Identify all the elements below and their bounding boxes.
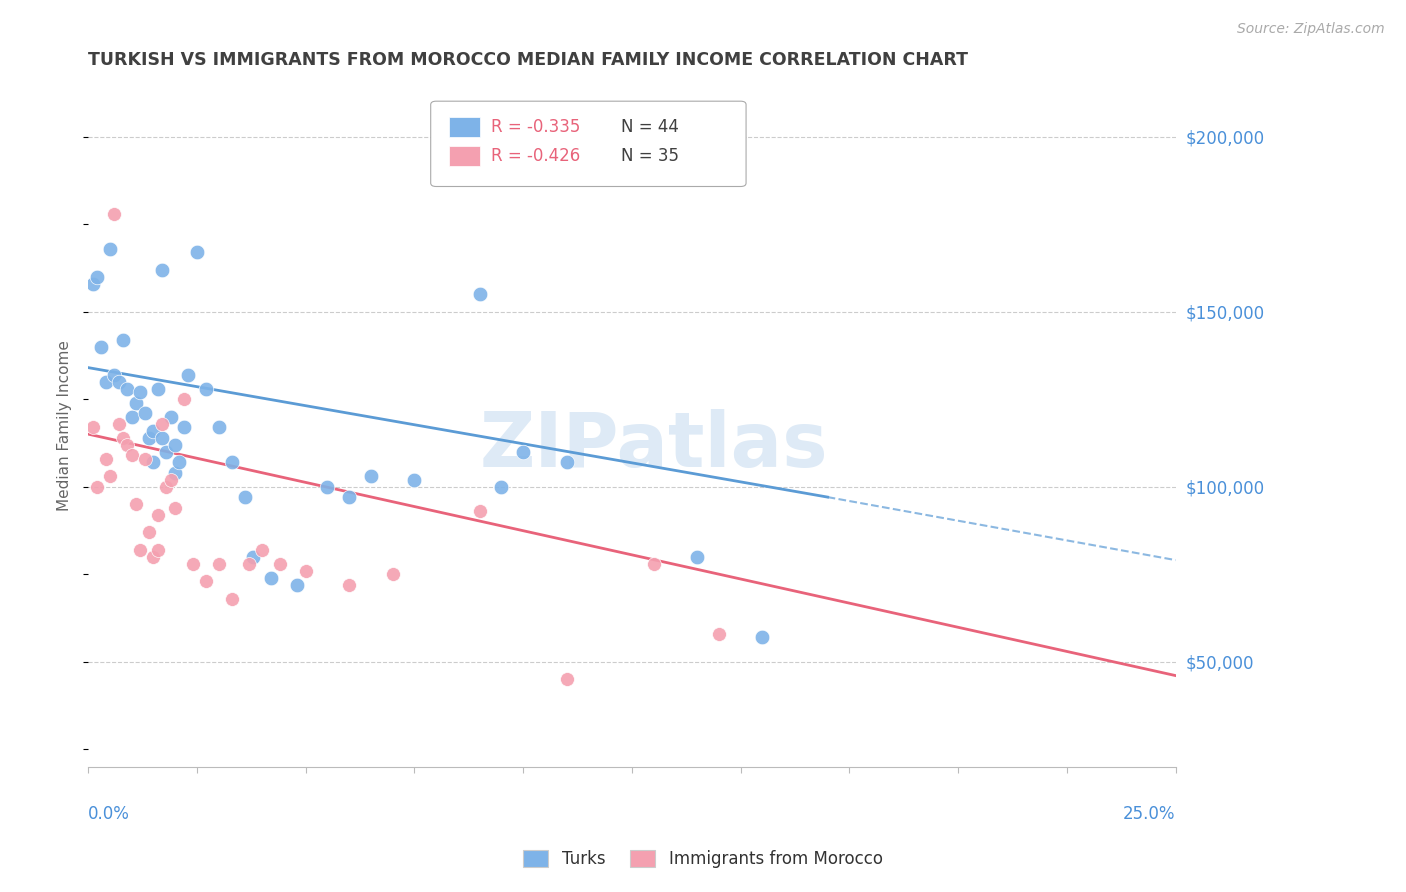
Point <box>129 385 152 400</box>
Point <box>117 437 139 451</box>
Point <box>98 469 121 483</box>
Text: ZIPatlas: ZIPatlas <box>479 409 828 483</box>
Point <box>117 382 139 396</box>
Point <box>94 375 117 389</box>
Point <box>134 406 156 420</box>
Point <box>194 574 217 588</box>
Point <box>129 542 152 557</box>
Point <box>242 549 264 564</box>
Point <box>111 431 134 445</box>
Point <box>404 473 426 487</box>
Point <box>512 444 534 458</box>
Point <box>165 437 187 451</box>
Point <box>316 480 339 494</box>
Point <box>146 382 169 396</box>
Point <box>86 269 108 284</box>
Point <box>208 420 231 434</box>
Point <box>103 368 125 382</box>
Point <box>221 455 243 469</box>
Point <box>82 277 104 291</box>
Point <box>181 557 204 571</box>
Point <box>468 287 491 301</box>
Point <box>751 630 773 644</box>
Point <box>194 382 217 396</box>
Text: N = 44: N = 44 <box>621 118 679 136</box>
Point <box>125 497 148 511</box>
Text: Source: ZipAtlas.com: Source: ZipAtlas.com <box>1237 22 1385 37</box>
Point <box>260 571 283 585</box>
Point <box>360 469 382 483</box>
Point <box>142 424 165 438</box>
Point <box>103 206 125 220</box>
Point <box>82 420 104 434</box>
Point <box>98 242 121 256</box>
Point <box>111 333 134 347</box>
Point <box>643 557 665 571</box>
Point <box>107 375 129 389</box>
Point <box>142 455 165 469</box>
Point <box>90 340 112 354</box>
Point <box>491 480 513 494</box>
Text: R = -0.335: R = -0.335 <box>491 118 579 136</box>
Point <box>121 448 143 462</box>
Point <box>138 525 160 540</box>
Point <box>208 557 231 571</box>
Point <box>94 451 117 466</box>
Point <box>86 480 108 494</box>
Point <box>250 542 273 557</box>
Point <box>150 431 173 445</box>
Point <box>134 451 156 466</box>
Point <box>125 395 148 409</box>
Point <box>221 591 243 606</box>
Point <box>121 409 143 424</box>
Point <box>165 466 187 480</box>
Point <box>233 490 256 504</box>
Point <box>142 549 165 564</box>
FancyBboxPatch shape <box>449 145 479 166</box>
Point <box>107 417 129 431</box>
FancyBboxPatch shape <box>449 117 479 137</box>
FancyBboxPatch shape <box>430 101 747 186</box>
Point <box>169 455 191 469</box>
Point <box>186 245 208 260</box>
Point <box>238 557 260 571</box>
Point <box>150 417 173 431</box>
Point <box>555 672 578 686</box>
Point <box>155 480 177 494</box>
Point <box>146 542 169 557</box>
Point <box>269 557 291 571</box>
Point <box>173 392 195 406</box>
Text: R = -0.426: R = -0.426 <box>491 147 579 165</box>
Point <box>337 490 360 504</box>
Point <box>146 508 169 522</box>
Text: N = 35: N = 35 <box>621 147 679 165</box>
Point <box>381 567 404 582</box>
Point <box>138 431 160 445</box>
Text: TURKISH VS IMMIGRANTS FROM MOROCCO MEDIAN FAMILY INCOME CORRELATION CHART: TURKISH VS IMMIGRANTS FROM MOROCCO MEDIA… <box>89 51 969 69</box>
Point <box>337 577 360 591</box>
Point <box>285 577 308 591</box>
Text: 0.0%: 0.0% <box>89 805 129 823</box>
Point <box>150 262 173 277</box>
Text: 25.0%: 25.0% <box>1123 805 1175 823</box>
Point <box>159 473 181 487</box>
Point <box>686 549 709 564</box>
Point <box>165 500 187 515</box>
Point <box>155 444 177 458</box>
Point <box>173 420 195 434</box>
Point <box>294 564 316 578</box>
Point <box>707 626 730 640</box>
Point <box>159 409 181 424</box>
Point <box>468 504 491 518</box>
Point <box>555 455 578 469</box>
Point <box>177 368 200 382</box>
Y-axis label: Median Family Income: Median Family Income <box>58 340 72 511</box>
Legend: Turks, Immigrants from Morocco: Turks, Immigrants from Morocco <box>516 843 890 875</box>
